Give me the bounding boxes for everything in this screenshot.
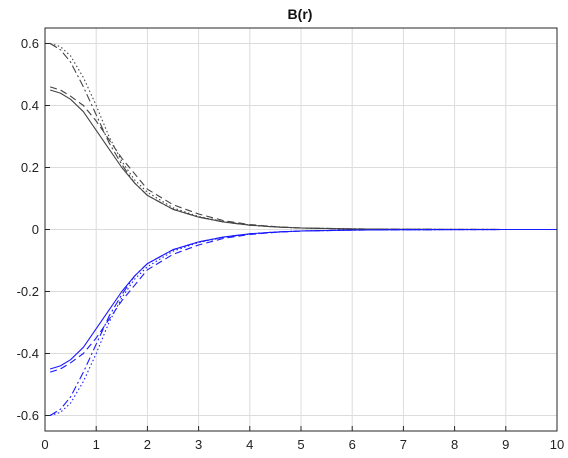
x-tick-label: 4	[246, 437, 253, 452]
series-line-5	[49, 228, 557, 370]
x-tick-label: 2	[144, 437, 151, 452]
x-tick-label: 7	[400, 437, 407, 452]
y-tick-label: 0	[32, 222, 39, 237]
series-line-2	[49, 86, 557, 231]
y-tick-label: 0.4	[21, 98, 39, 113]
series-line-7	[49, 228, 557, 416]
series-line-8	[49, 228, 557, 417]
series-line-1	[49, 89, 557, 231]
x-tick-label: 9	[502, 437, 509, 452]
x-tick-label: 0	[41, 437, 48, 452]
series-line-4	[49, 42, 557, 231]
y-tick-label: 0.6	[21, 36, 39, 51]
chart-title: B(r)	[288, 6, 313, 22]
y-tick-label: 0.2	[21, 160, 39, 175]
x-tick-label: 6	[349, 437, 356, 452]
y-tick-label: -0.6	[17, 408, 39, 423]
y-tick-label: -0.4	[17, 346, 39, 361]
x-tick-label: 8	[451, 437, 458, 452]
series-line-6	[49, 228, 557, 373]
x-tick-label: 1	[93, 437, 100, 452]
axis-ticks: 0 1 2 3 4 5 6 7 8 9 10 -0.6 -0.4 -0.2 0 0.2 0.4 0.6	[17, 36, 565, 452]
x-tick-label: 3	[195, 437, 202, 452]
x-tick-label: 10	[550, 437, 564, 452]
series-line-3	[49, 43, 557, 231]
x-tick-label: 5	[297, 437, 304, 452]
y-tick-label: -0.2	[17, 284, 39, 299]
series-group	[49, 42, 557, 417]
